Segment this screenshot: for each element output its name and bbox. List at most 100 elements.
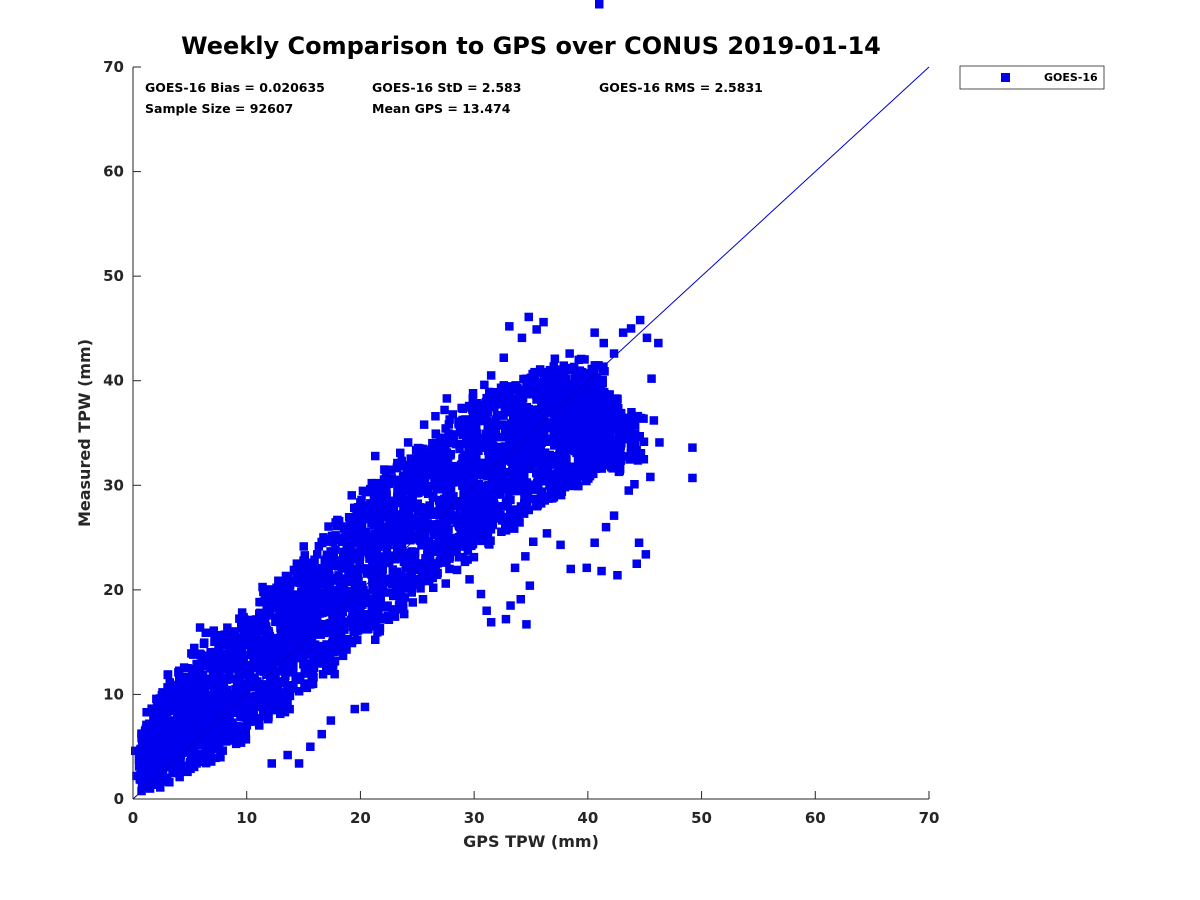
legend[interactable]: GOES-16 xyxy=(959,65,1105,90)
data-point-core xyxy=(237,608,247,617)
data-point-core xyxy=(352,507,362,517)
data-point xyxy=(175,675,184,684)
data-point xyxy=(601,522,611,532)
data-point-core xyxy=(480,458,489,468)
data-point-core xyxy=(559,428,569,437)
data-point-core xyxy=(396,587,405,597)
data-point-core xyxy=(449,468,459,477)
data-point-core xyxy=(599,367,608,376)
data-point-core xyxy=(149,729,158,738)
data-point-core xyxy=(585,390,594,399)
data-point-core xyxy=(416,584,425,593)
data-point-core xyxy=(514,514,523,524)
data-point-core xyxy=(308,679,318,689)
data-point-core xyxy=(454,520,463,529)
data-point-core xyxy=(226,692,235,702)
data-point-core xyxy=(179,673,189,682)
data-point-core xyxy=(380,552,390,561)
data-point-core xyxy=(299,643,308,652)
data-point-core xyxy=(417,482,426,491)
data-point-core xyxy=(464,511,473,521)
data-point-core xyxy=(560,369,569,379)
data-point-core xyxy=(170,701,179,711)
data-point-core xyxy=(289,565,299,575)
data-point-core xyxy=(483,472,492,481)
data-point-core xyxy=(214,718,223,727)
data-point-core xyxy=(329,554,338,563)
data-point-core xyxy=(485,524,495,534)
data-point-core xyxy=(387,513,396,523)
data-point-core xyxy=(303,679,312,688)
data-point-core xyxy=(475,470,485,480)
data-point-core xyxy=(248,650,257,659)
data-point-core xyxy=(572,408,582,417)
y-tick-label: 30 xyxy=(103,476,124,494)
data-point-core xyxy=(455,467,464,476)
data-point-core xyxy=(386,551,395,560)
data-point-core xyxy=(189,723,198,732)
data-point-core xyxy=(332,585,341,595)
data-point-core xyxy=(611,451,621,460)
data-point-core xyxy=(522,478,531,487)
data-point-core xyxy=(620,413,630,423)
data-point-core xyxy=(439,446,449,456)
data-point-core xyxy=(246,661,255,670)
data-point-core xyxy=(487,390,497,399)
data-point-core xyxy=(279,614,288,623)
data-point-core xyxy=(232,648,241,657)
data-point-core xyxy=(160,753,170,762)
data-point-core xyxy=(339,547,349,557)
data-point-core xyxy=(429,441,438,451)
data-point-core xyxy=(276,667,286,676)
data-point-core xyxy=(468,436,477,445)
data-point xyxy=(646,472,655,482)
data-point-core xyxy=(483,508,492,518)
data-point-core xyxy=(264,712,273,721)
data-point-core xyxy=(378,530,387,539)
data-point-core xyxy=(415,444,424,453)
data-point-core xyxy=(241,626,250,636)
data-point-core xyxy=(574,471,583,480)
data-point xyxy=(237,636,247,646)
data-point-core xyxy=(214,655,224,664)
data-point-core xyxy=(545,365,555,375)
data-point-core xyxy=(497,475,507,484)
data-point-core xyxy=(427,481,436,491)
data-point-core xyxy=(208,690,218,699)
data-point-core xyxy=(363,567,373,576)
legend-box xyxy=(959,65,1105,90)
data-point-core xyxy=(561,468,570,478)
data-point-core xyxy=(407,566,417,575)
data-point-core xyxy=(471,524,480,534)
data-point-core xyxy=(360,510,369,519)
data-point-core xyxy=(493,466,502,475)
data-point-core xyxy=(172,747,181,756)
data-point-core xyxy=(295,616,305,625)
data-point-core xyxy=(522,374,531,383)
data-point-core xyxy=(172,737,181,746)
data-point-core xyxy=(339,522,349,531)
data-point-core xyxy=(306,625,316,634)
data-point-core xyxy=(208,656,217,666)
data-point-core xyxy=(341,529,350,538)
data-point-core xyxy=(258,582,267,592)
data-point-core xyxy=(272,636,281,646)
data-point-core xyxy=(537,380,547,390)
data-point-core xyxy=(393,487,402,496)
data-point-core xyxy=(554,372,563,382)
data-point-core xyxy=(573,442,582,452)
data-point-core xyxy=(198,739,207,748)
data-point-core xyxy=(593,419,603,429)
data-point-core xyxy=(410,531,420,541)
data-point-core xyxy=(550,436,559,446)
stat-rms: GOES-16 RMS = 2.5831 xyxy=(599,80,763,95)
data-point-core xyxy=(199,682,208,691)
data-point xyxy=(468,389,478,398)
data-point-core xyxy=(610,438,619,448)
data-point-core xyxy=(238,680,247,689)
data-point-core xyxy=(409,574,418,584)
data-point-core xyxy=(532,481,541,490)
data-point-core xyxy=(451,475,460,484)
data-point-core xyxy=(369,600,378,609)
data-point-core xyxy=(203,735,212,744)
